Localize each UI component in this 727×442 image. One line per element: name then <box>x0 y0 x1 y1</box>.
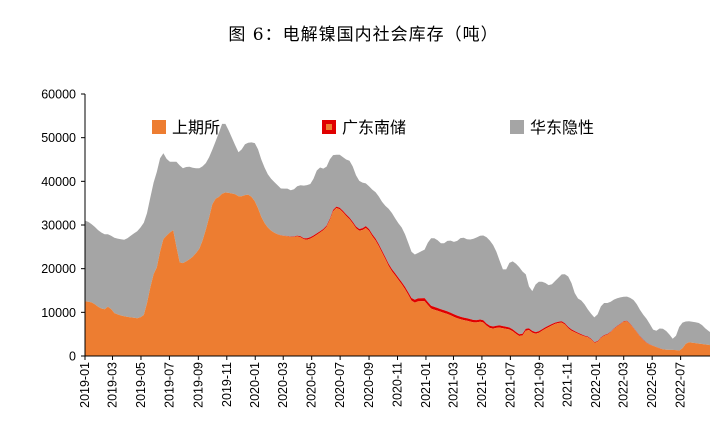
x-tick-label: 2019-07 <box>162 362 176 408</box>
x-tick-label: 2020-07 <box>333 362 347 408</box>
y-tick-label: 50000 <box>41 131 76 145</box>
axes: 0 10000 20000 30000 40000 50000 60000 2019-01 20… <box>41 88 710 408</box>
x-tick-label: 2020-03 <box>276 362 290 408</box>
area-series-2 <box>85 123 710 351</box>
x-tick-label: 2019-09 <box>191 362 205 408</box>
y-tick-label: 0 <box>69 350 76 364</box>
x-tick-label: 2021-09 <box>532 362 546 408</box>
x-tick-label: 2022-05 <box>645 362 659 408</box>
x-tick-label: 2021-03 <box>446 362 460 408</box>
x-tick-label: 2020-09 <box>362 362 376 408</box>
x-tick-label: 2019-03 <box>106 362 120 408</box>
x-tick-label: 2022-07 <box>674 362 688 408</box>
x-tick-label: 2019-05 <box>134 362 148 408</box>
y-tick-label: 40000 <box>41 175 76 189</box>
legend-swatch <box>152 120 166 134</box>
x-tick-label: 2021-11 <box>561 362 575 407</box>
y-tick-label: 30000 <box>41 219 76 233</box>
x-tick-label: 2021-07 <box>503 362 517 408</box>
area-series-0 <box>85 192 710 356</box>
legend: 上期所 广东南储 华东隐性 <box>152 118 594 137</box>
x-tick-label: 2021-05 <box>475 362 489 408</box>
legend-label: 广东南储 <box>342 118 406 137</box>
x-tick-label: 2020-11 <box>391 362 405 407</box>
x-tick-label: 2021-01 <box>419 362 433 408</box>
x-tick-label: 2020-01 <box>248 362 262 408</box>
x-tick-label: 2019-01 <box>78 362 92 408</box>
y-tick-label: 20000 <box>41 262 76 276</box>
legend-swatch-inner <box>326 124 332 130</box>
x-tick-label: 2022-03 <box>617 362 631 408</box>
x-tick-label: 2020-05 <box>305 362 319 408</box>
area-layers <box>85 123 710 356</box>
x-tick-label: 2022-01 <box>589 362 603 408</box>
x-tick-label: 2019-11 <box>220 362 234 407</box>
legend-swatch <box>510 120 524 134</box>
legend-label: 上期所 <box>172 118 220 137</box>
legend-label: 华东隐性 <box>530 118 594 137</box>
chart-title: 图 6：电解镍国内社会库存（吨） <box>228 25 499 45</box>
y-tick-label: 10000 <box>41 306 76 320</box>
y-tick-label: 60000 <box>41 88 76 102</box>
